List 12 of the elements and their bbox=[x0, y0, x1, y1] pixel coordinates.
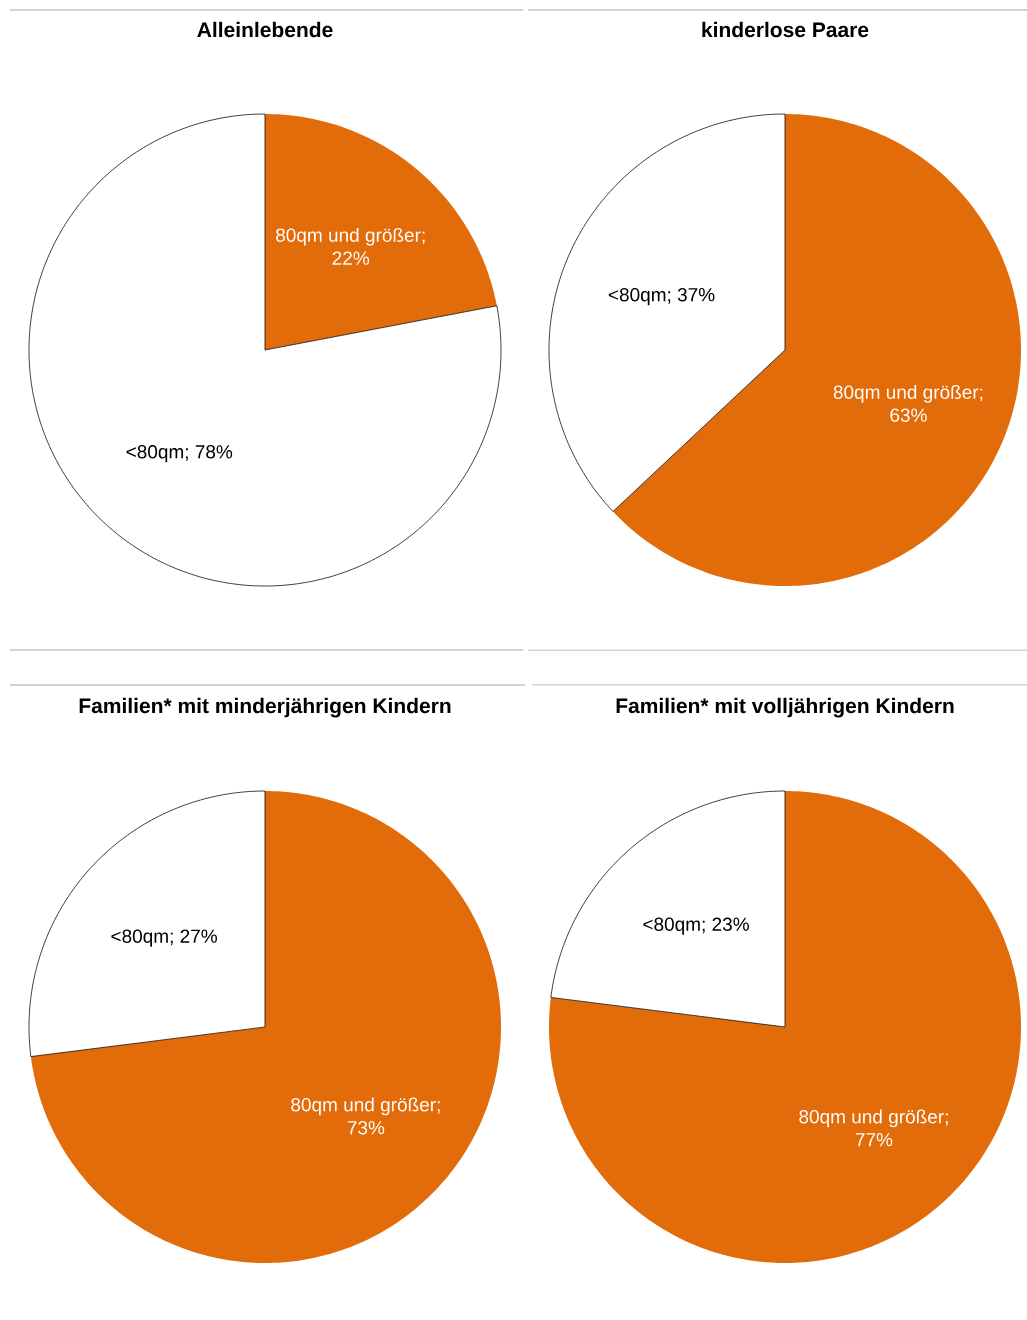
data-label: <80qm; 23% bbox=[643, 917, 749, 935]
chart-title: Alleinlebende bbox=[197, 21, 333, 38]
data-label: <80qm; 27% bbox=[111, 929, 217, 947]
data-label: 80qm und größer; 73% bbox=[291, 1097, 440, 1135]
data-label: 80qm und größer; 22% bbox=[276, 227, 425, 265]
data-label: <80qm; 37% bbox=[608, 287, 715, 306]
data-label: 80qm und größer; 77% bbox=[799, 1109, 948, 1147]
chart-title: Familien* mit minderjährigen Kindern bbox=[79, 697, 451, 718]
chart-title: kinderlose Paare bbox=[702, 21, 869, 38]
data-label: <80qm; 78% bbox=[126, 445, 233, 463]
chart-title: Familien* mit volljährigen Kindern bbox=[616, 697, 954, 718]
data-label: 80qm und größer; 63% bbox=[833, 384, 983, 422]
